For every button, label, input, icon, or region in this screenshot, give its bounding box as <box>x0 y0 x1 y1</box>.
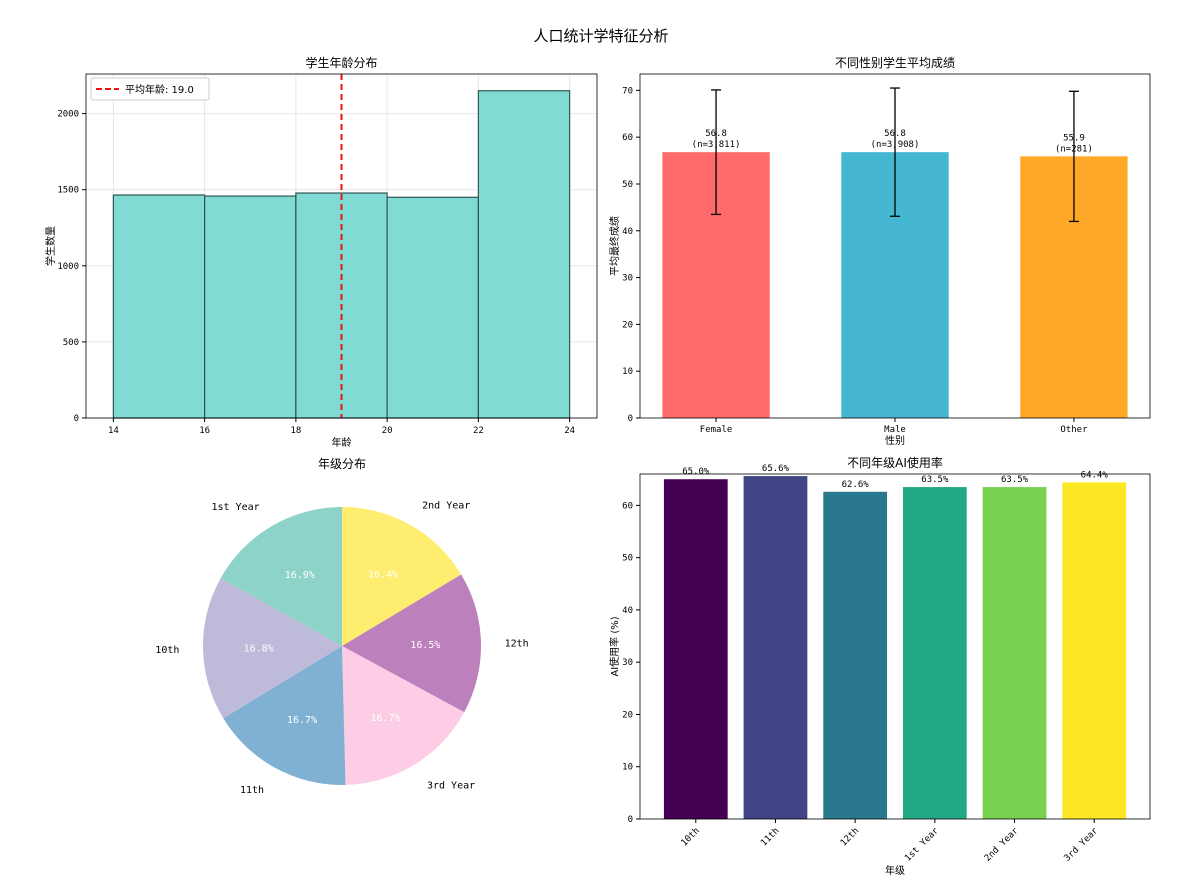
x-tick-label: 14 <box>108 426 119 436</box>
y-tick-label: 20 <box>622 320 633 330</box>
histogram-bar <box>477 90 571 419</box>
y-tick-label: 70 <box>622 86 633 96</box>
x-tick-label: 3rd Year <box>1063 826 1101 864</box>
bar-value-label: 55.9 <box>1063 133 1085 143</box>
ai-usage-bar <box>823 491 888 819</box>
x-tick-label: Other <box>1060 425 1088 435</box>
plot-frame <box>639 473 1151 820</box>
legend-label: 平均年龄: 19.0 <box>125 83 194 96</box>
bar-value-label: 56.8 <box>884 129 906 139</box>
y-tick-label: 20 <box>622 710 633 720</box>
bar-count-label: (n=281) <box>1055 144 1093 154</box>
pie-slice <box>202 578 342 719</box>
y-tick-label: 1000 <box>57 262 79 272</box>
chart-title: 不同性别学生平均成绩 <box>835 55 955 70</box>
pie-slice-label: 10th <box>155 645 179 656</box>
chart-title: 年级分布 <box>318 457 366 471</box>
pie-percent-label: 16.9% <box>285 570 315 581</box>
pie-slice-label: 12th <box>505 638 529 649</box>
ai-usage-bar <box>1062 482 1127 819</box>
bar-value-label: 64.4% <box>1081 470 1109 480</box>
x-tick-label: 10th <box>679 826 701 848</box>
x-tick-label: Female <box>700 425 733 435</box>
x-axis-label: 年级 <box>885 864 905 877</box>
y-tick-label: 1500 <box>57 186 79 196</box>
pie-slice <box>342 646 465 785</box>
pie-slice <box>220 507 342 646</box>
y-axis-label: 平均最终成绩 <box>608 216 621 276</box>
plot-frame <box>85 73 598 419</box>
chart-title: 不同年级AI使用率 <box>847 455 943 470</box>
ai-usage-bar <box>743 476 808 819</box>
y-tick-label: 40 <box>622 227 633 237</box>
pie-slice-label: 3rd Year <box>427 781 475 792</box>
histogram-bar <box>386 196 479 419</box>
histogram-bar <box>112 194 206 419</box>
bar-value-label: 56.8 <box>705 129 727 139</box>
bar-count-label: (n=3,811) <box>692 140 741 150</box>
pie-percent-label: 16.5% <box>410 640 440 651</box>
y-tick-label: 30 <box>622 274 633 284</box>
figure-title: 人口统计学特征分析 <box>533 27 668 45</box>
y-tick-label: 0 <box>74 414 79 424</box>
y-tick-label: 30 <box>622 658 633 668</box>
x-tick-label: 2nd Year <box>983 826 1021 864</box>
pie-slice <box>223 646 346 785</box>
x-tick-label: 12th <box>839 826 861 848</box>
x-axis-label: 性别 <box>885 434 905 447</box>
y-tick-label: 0 <box>628 815 633 825</box>
y-tick-label: 10 <box>622 763 633 773</box>
x-tick-label: 22 <box>473 426 484 436</box>
pie-percent-label: 16.4% <box>368 569 398 580</box>
y-tick-label: 500 <box>63 338 79 348</box>
x-tick-label: 24 <box>564 426 575 436</box>
bar-value-label: 63.5% <box>1001 475 1029 485</box>
pie-percent-label: 16.7% <box>287 715 317 726</box>
x-axis-label: 年龄 <box>332 436 352 449</box>
plot-frame <box>639 73 1151 419</box>
x-tick-label: 20 <box>382 426 393 436</box>
pie-slice-label: 1st Year <box>211 502 259 513</box>
x-tick-label: 16 <box>199 426 210 436</box>
y-tick-label: 0 <box>628 414 633 424</box>
y-tick-label: 2000 <box>57 110 79 120</box>
ai-usage-panel: 65.0% 10th 65.6% 11th 62.6% 12th 63.5% 1st Year… <box>608 455 1151 877</box>
ai-usage-bar <box>902 487 967 819</box>
x-tick-label: 1st Year <box>903 826 941 864</box>
x-tick-label: Male <box>884 425 906 435</box>
y-tick-label: 50 <box>622 554 633 564</box>
y-tick-label: 40 <box>622 606 633 616</box>
legend-box <box>90 77 210 101</box>
chart-title: 学生年龄分布 <box>305 55 377 70</box>
bar-value-label: 63.5% <box>921 475 949 485</box>
y-tick-label: 50 <box>622 180 633 190</box>
bar-value-label: 62.6% <box>842 480 870 490</box>
pie-slice-label: 11th <box>240 785 264 796</box>
pie-slice <box>342 574 481 713</box>
y-axis-label: 学生数量 <box>44 226 57 266</box>
bar-value-label: 65.6% <box>762 464 790 474</box>
pie-slice-label: 2nd Year <box>422 500 470 511</box>
gender-grade-panel: 56.8(n=3,811)Female56.8(n=3,908)Male55.9… <box>608 55 1151 447</box>
ai-usage-bar <box>663 479 728 819</box>
year-pie-panel: 年级分布 2nd Year 16.4% 12th 16.5% 3rd Year 16.7% 1… <box>155 457 528 796</box>
bar-value-label: 65.0% <box>682 467 710 477</box>
y-tick-label: 60 <box>622 501 633 511</box>
y-tick-label: 60 <box>622 133 633 143</box>
y-axis-label: AI使用率 (%) <box>608 616 621 676</box>
histogram-bar <box>204 195 297 419</box>
pie-percent-label: 16.7% <box>371 713 401 724</box>
ai-usage-bar <box>982 487 1047 819</box>
pie-percent-label: 16.8% <box>244 644 274 655</box>
bar-count-label: (n=3,908) <box>871 140 920 150</box>
pie-slice <box>342 507 462 646</box>
y-tick-label: 10 <box>622 367 633 377</box>
x-tick-label: 18 <box>290 426 301 436</box>
x-tick-label: 11th <box>759 826 781 848</box>
